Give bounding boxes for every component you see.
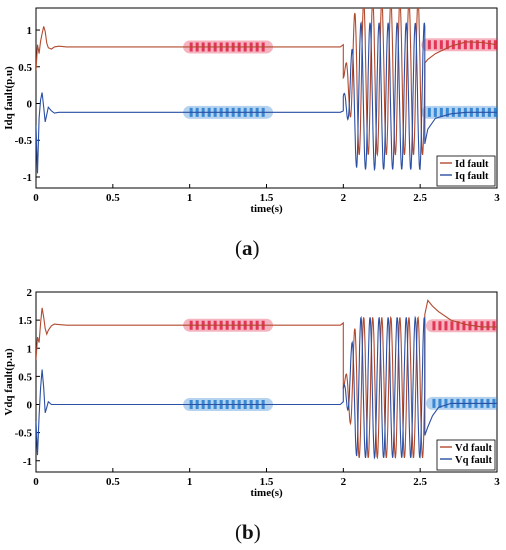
y-axis-label-b: Vdq fault(p.u) xyxy=(3,348,15,416)
y-tick-label-a: 0 xyxy=(27,99,33,111)
data-layer-a xyxy=(36,8,497,174)
caption-a-letter: a xyxy=(242,236,253,260)
x-tick-label-b: 0.5 xyxy=(106,476,120,488)
y-tick-label-a: 0.5 xyxy=(18,62,32,74)
series-line-d-b xyxy=(36,299,497,460)
legend-label-a: Iq fault xyxy=(455,171,489,182)
panel-b: 0 0.5 1 1.5 2 2.5 3 -1 -0.5 0 0.5 1 1.5 2 time(s) Vdq f… xyxy=(3,287,500,499)
caption-a: (a) xyxy=(235,236,260,261)
legend-label-a: Id fault xyxy=(455,159,489,170)
caption-a-open: ( xyxy=(235,236,242,260)
caption-b-open: ( xyxy=(235,520,242,544)
y-tick-label-a: 1 xyxy=(27,25,33,37)
x-tick-label-b: 2 xyxy=(341,476,347,488)
y-tick-label-b: -0.5 xyxy=(15,428,33,440)
x-tick-label-a: 3 xyxy=(494,192,500,204)
panel-a: 0 0.5 1 1.5 2 2.5 3 -1 -0.5 0 0.5 1 time(s) Idq fault… xyxy=(3,7,500,215)
data-layer-b xyxy=(36,299,497,460)
y-tick-label-b: 2 xyxy=(27,287,33,299)
x-tick-label-b: 3 xyxy=(494,476,500,488)
legend-label-b: Vq fault xyxy=(455,455,493,466)
x-tick-label-a: 1 xyxy=(187,192,193,204)
x-tick-label-b: 2.5 xyxy=(413,476,427,488)
caption-b-letter: b xyxy=(242,520,254,544)
x-tick-label-a: 2.5 xyxy=(413,192,427,204)
x-tick-label-a: 0 xyxy=(33,192,39,204)
y-tick-label-b: 0 xyxy=(27,400,33,412)
y-tick-label-b: 0.5 xyxy=(18,371,32,383)
plot-area-a xyxy=(35,7,498,189)
x-axis-label-b: time(s) xyxy=(250,487,283,499)
caption-b-close: ) xyxy=(253,520,261,544)
caption-b: (b) xyxy=(235,520,261,545)
caption-a-close: ) xyxy=(252,236,260,260)
legend-label-b: Vd fault xyxy=(455,443,493,454)
x-axis-label-a: time(s) xyxy=(250,203,283,215)
y-axis-label-a: Idq fault(p.u) xyxy=(3,66,15,130)
y-tick-label-a: -1 xyxy=(23,172,32,184)
x-tick-label-a: 0.5 xyxy=(106,192,120,204)
y-tick-label-b: 1 xyxy=(27,343,33,355)
y-tick-label-b: -1 xyxy=(23,456,32,468)
x-tick-label-b: 1 xyxy=(187,476,193,488)
x-tick-label-a: 1.5 xyxy=(260,192,274,204)
series-line-q-b xyxy=(36,315,497,460)
y-tick-label-a: -0.5 xyxy=(15,135,33,147)
series-line-q-a xyxy=(36,21,497,174)
x-tick-label-a: 2 xyxy=(341,192,347,204)
x-tick-label-b: 0 xyxy=(33,476,39,488)
legend-box-b xyxy=(436,439,496,471)
x-tick-label-b: 1.5 xyxy=(260,476,274,488)
legend-box-a xyxy=(436,155,496,187)
y-tick-label-b: 1.5 xyxy=(18,315,32,327)
